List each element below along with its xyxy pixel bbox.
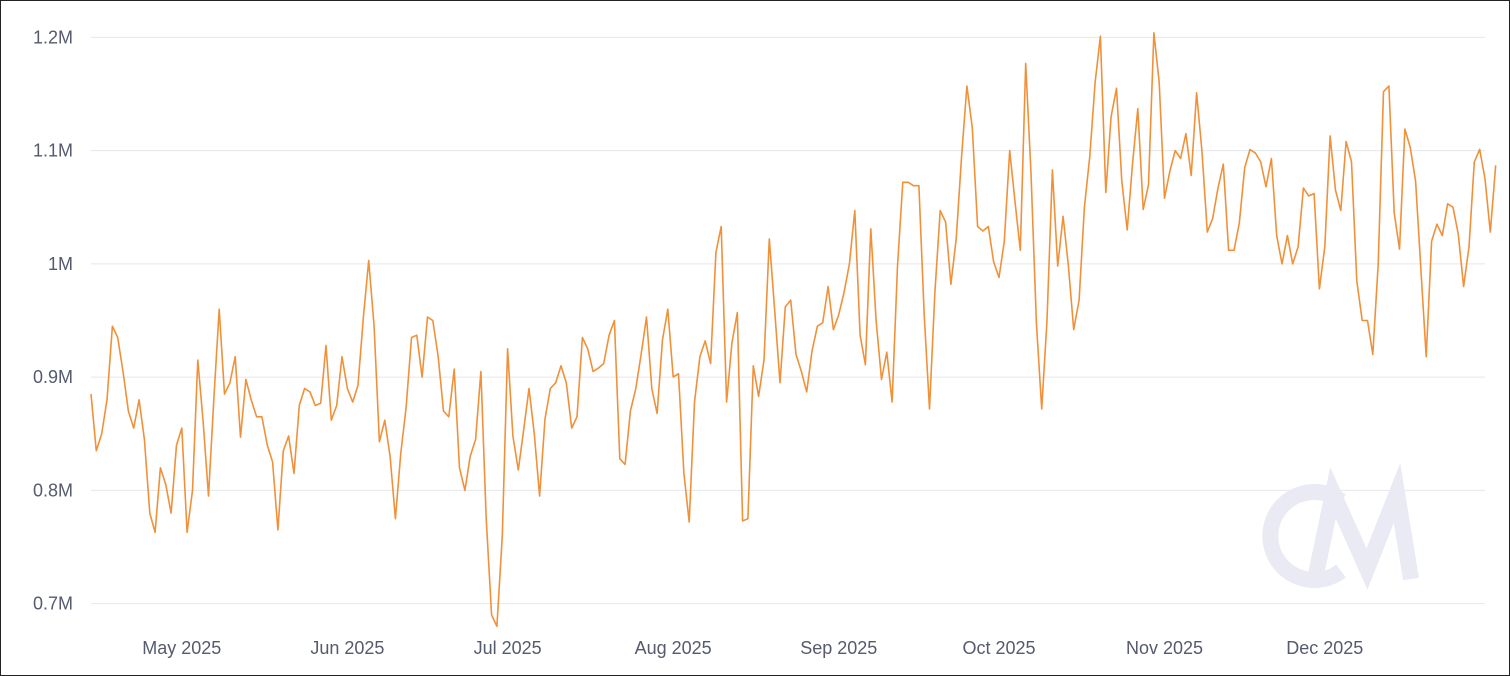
x-tick-label: Jun 2025: [310, 638, 384, 658]
series-line: [90, 31, 1497, 628]
x-axis-ticks: May 2025 Jun 2025 Jul 2025 Aug 2025 Sep 2025…: [142, 638, 1363, 658]
y-tick-label: 0.9M: [33, 367, 73, 387]
y-tick-label: 0.7M: [33, 594, 73, 614]
y-axis-ticks: 0.7M 0.8M 0.9M 1M 1.1M 1.2M: [33, 27, 73, 613]
y-tick-label: 1.2M: [33, 27, 73, 47]
x-tick-label: May 2025: [142, 638, 221, 658]
y-tick-label: 1.1M: [33, 141, 73, 161]
x-tick-label: Jul 2025: [474, 638, 542, 658]
x-tick-label: Nov 2025: [1126, 638, 1203, 658]
x-tick-label: Dec 2025: [1286, 638, 1363, 658]
x-tick-label: Sep 2025: [800, 638, 877, 658]
y-tick-label: 1M: [48, 254, 73, 274]
x-tick-label: Oct 2025: [962, 638, 1035, 658]
y-tick-label: 0.8M: [33, 480, 73, 500]
cm-watermark-logo: [1262, 463, 1419, 590]
series-layer: [90, 31, 1497, 628]
x-tick-label: Aug 2025: [635, 638, 712, 658]
